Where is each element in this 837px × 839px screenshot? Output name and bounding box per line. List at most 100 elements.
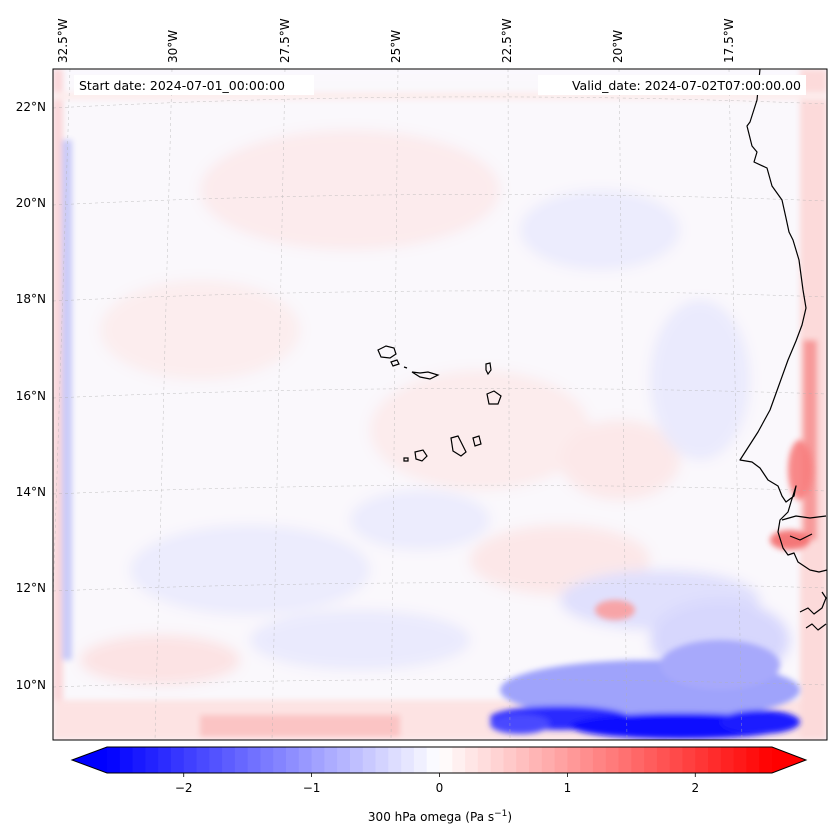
colorbar-segment: [644, 747, 658, 773]
colorbar-max-extend: [772, 747, 806, 773]
colorbar: −2 −1 0 1 2 300 hPa omega (Pa s−1): [70, 746, 808, 824]
colorbar-outline: [70, 746, 808, 774]
colorbar-segment: [132, 747, 146, 773]
colorbar-segment: [401, 747, 415, 773]
lat-label-16n: 16°N: [16, 389, 46, 403]
colorbar-segment: [669, 747, 684, 773]
map-panel: Start date: 2024-07-01_00:00:00 Valid_da…: [52, 68, 828, 741]
latitude-labels: 22°N 20°N 18°N 16°N 14°N 12°N 10°N: [16, 100, 46, 692]
colorbar-tick-label: −2: [175, 781, 193, 795]
colorbar-segment: [529, 747, 543, 773]
colorbar-tick-label: 0: [436, 781, 444, 795]
lon-label-32-5w: 32.5°W: [56, 18, 70, 63]
colorbar-segment: [452, 747, 466, 773]
colorbar-segment: [119, 747, 134, 773]
colorbar-segment: [592, 747, 607, 773]
lon-label-20w: 20°W: [611, 30, 625, 63]
lon-label-30w: 30°W: [166, 30, 180, 63]
african-coastline: [739, 68, 828, 631]
lat-label-12n: 12°N: [16, 581, 46, 595]
colorbar-segment: [413, 747, 428, 773]
colorbar-segment: [733, 747, 748, 773]
colorbar-segment: [720, 747, 735, 773]
colorbar-segment: [695, 747, 709, 773]
colorbar-label: 300 hPa omega (Pa s−1): [368, 809, 512, 824]
colorbar-segment: [567, 747, 581, 773]
start-date-text: Start date: 2024-07-01_00:00:00: [79, 78, 285, 93]
colorbar-segment: [145, 747, 159, 773]
colorbar-segment: [388, 747, 402, 773]
colorbar-segment: [183, 747, 198, 773]
colorbar-segment: [337, 747, 351, 773]
colorbar-segment: [465, 747, 479, 773]
island-sal: [485, 362, 492, 376]
colorbar-segment: [362, 747, 377, 773]
omega-field: [53, 69, 827, 740]
valid-date-annotation: Valid_date: 2024-07-02T07:00:00.00: [538, 75, 806, 95]
island-santa-luzia: [403, 366, 408, 369]
colorbar-ticks: −2 −1 0 1 2: [175, 773, 699, 795]
colorbar-segment: [746, 747, 760, 773]
map-frame: [52, 68, 828, 741]
colorbar-min-extend: [72, 747, 107, 773]
colorbar-segment: [170, 747, 185, 773]
start-date-annotation: Start date: 2024-07-01_00:00:00: [74, 75, 314, 95]
lat-label-20n: 20°N: [16, 196, 46, 210]
lat-label-18n: 18°N: [16, 292, 46, 306]
island-brava: [403, 457, 409, 462]
colorbar-segment: [708, 747, 722, 773]
colorbar-segment: [324, 747, 338, 773]
colorbar-segment: [107, 747, 121, 773]
island-boa-vista: [486, 390, 502, 405]
valid-date-text: Valid_date: 2024-07-02T07:00:00.00: [572, 78, 801, 93]
island-sao-vicente: [390, 359, 400, 367]
colorbar-segment: [209, 747, 223, 773]
colorbar-tick-label: −1: [303, 781, 321, 795]
colorbar-segment: [759, 747, 773, 773]
longitude-labels: 32.5°W 30°W 27.5°W 25°W 22.5°W 20°W 17.5…: [56, 18, 736, 63]
colorbar-segment: [618, 747, 632, 773]
lon-label-22-5w: 22.5°W: [500, 18, 514, 63]
colorbar-segment: [541, 747, 556, 773]
colorbar-segment: [273, 747, 287, 773]
colorbar-segment: [554, 747, 568, 773]
colorbar-segment: [298, 747, 313, 773]
colorbar-segment: [234, 747, 249, 773]
colorbar-segments: [72, 747, 806, 773]
colorbar-segment: [349, 747, 364, 773]
lat-label-14n: 14°N: [16, 485, 46, 499]
colorbar-segment: [656, 747, 671, 773]
colorbar-segment: [631, 747, 645, 773]
colorbar-tick-label: 1: [564, 781, 572, 795]
cape-verde-islands: [377, 345, 502, 462]
colorbar-segment: [286, 747, 300, 773]
lon-label-27-5w: 27.5°W: [278, 18, 292, 63]
colorbar-segment: [247, 747, 262, 773]
colorbar-segment: [682, 747, 696, 773]
colorbar-segment: [311, 747, 326, 773]
island-santo-antao: [377, 345, 397, 359]
lon-label-25w: 25°W: [389, 30, 403, 63]
colorbar-segment: [516, 747, 530, 773]
island-sao-nicolau: [411, 371, 440, 380]
colorbar-segment: [477, 747, 492, 773]
lat-label-10n: 10°N: [16, 678, 46, 692]
colorbar-tick-label: 2: [691, 781, 699, 795]
colorbar-segment: [580, 747, 594, 773]
graticule: [53, 69, 827, 740]
colorbar-segment: [439, 747, 453, 773]
colorbar-segment: [196, 747, 210, 773]
colorbar-segment: [222, 747, 236, 773]
colorbar-segment: [503, 747, 517, 773]
colorbar-segment: [605, 747, 620, 773]
lon-label-17-5w: 17.5°W: [722, 18, 736, 63]
island-maio: [472, 435, 482, 447]
colorbar-segment: [260, 747, 274, 773]
island-santiago: [450, 435, 467, 457]
lat-label-22n: 22°N: [16, 100, 46, 114]
colorbar-segment: [158, 747, 172, 773]
colorbar-segment: [490, 747, 505, 773]
island-fogo: [414, 449, 428, 462]
colorbar-segment: [426, 747, 441, 773]
